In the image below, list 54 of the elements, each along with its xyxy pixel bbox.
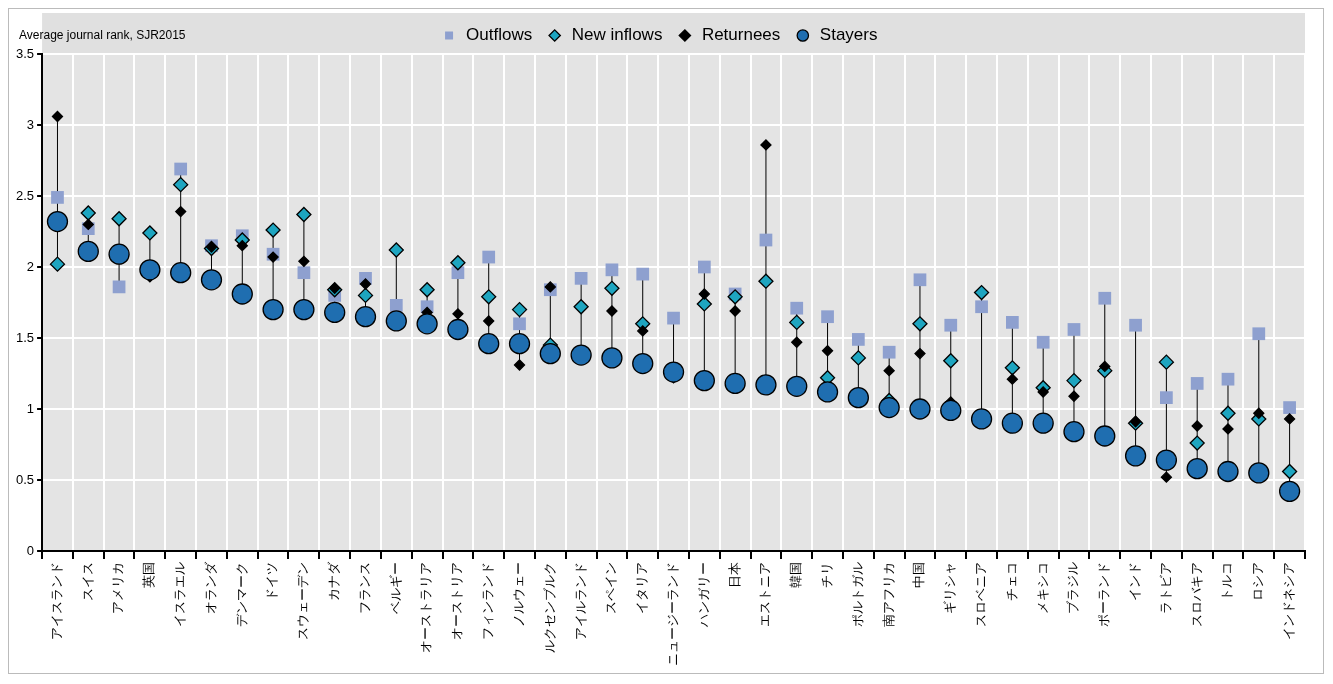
x-tick-label: イタリア	[634, 562, 650, 614]
x-tick-label: トルコ	[1219, 562, 1235, 601]
legend-label: New inflows	[571, 25, 663, 45]
x-tick-label: ギリシャ	[942, 562, 958, 614]
x-tick-label: アメリカ	[110, 562, 126, 614]
x-tick-label: インド	[1126, 562, 1142, 601]
x-tick-label: オーストラリア	[418, 562, 434, 653]
x-tick-label: ラトビア	[1157, 562, 1173, 614]
x-tick-label: チリ	[818, 562, 834, 588]
x-tick-label: フィンランド	[480, 562, 496, 640]
x-tick-label: ニュージーランド	[664, 562, 680, 666]
x-tick-label: チェコ	[1003, 562, 1019, 601]
x-tick-label: アイルランド	[572, 562, 588, 640]
legend-label: Outflows	[466, 25, 533, 45]
y-tick-label: 0.5	[15, 471, 35, 487]
x-tick-label: アイスランド	[48, 562, 64, 640]
x-tick-label: デンマーク	[233, 562, 249, 627]
y-axis-title: Average journal rank, SJR2015	[19, 28, 186, 43]
x-tick-label: 英国	[141, 562, 157, 588]
x-tick-label: 韓国	[788, 562, 804, 588]
x-tick-label: 南アフリカ	[880, 562, 896, 627]
x-tick-label: ルクセンブルク	[541, 562, 557, 653]
y-tick-label: 2	[26, 258, 35, 274]
x-tick-label: ハンガリー	[695, 562, 711, 628]
x-tick-label: ドイツ	[264, 562, 280, 601]
x-tick-label: イスラエル	[172, 562, 188, 627]
x-tick-label: カナダ	[326, 561, 342, 601]
x-tick-label: スウェーデン	[295, 562, 311, 640]
x-tick-label: ポルトガル	[849, 562, 865, 627]
y-tick-label: 1	[26, 400, 35, 416]
y-tick-label: 3.5	[15, 45, 35, 61]
x-tick-label: ポーランド	[1096, 562, 1112, 627]
x-tick-label: ロシア	[1250, 562, 1266, 601]
x-tick-label: オランダ	[202, 561, 218, 614]
x-tick-label: スロベニア	[972, 562, 988, 627]
x-tick-label: スペイン	[603, 562, 619, 614]
x-tick-label: インドネシア	[1280, 562, 1296, 640]
x-tick-label: スロバキア	[1188, 562, 1204, 627]
legend-label: Returnees	[701, 25, 781, 45]
x-tick-label: ベルギー	[387, 562, 403, 614]
y-tick-label: 0	[26, 542, 35, 558]
y-tick-label: 2.5	[15, 187, 35, 203]
x-tick-label: 中国	[911, 562, 927, 588]
x-tick-label: フランス	[356, 562, 372, 614]
x-tick-label: エストニア	[757, 562, 773, 627]
x-tick-label: メキシコ	[1034, 562, 1050, 614]
y-tick-label: 1.5	[15, 329, 35, 345]
x-tick-label: 日本	[726, 562, 742, 588]
x-tick-label: ノルウェー	[510, 562, 526, 627]
legend-label: Stayers	[819, 25, 878, 45]
x-tick-label: ブラジル	[1065, 562, 1081, 614]
y-tick-label: 3	[26, 116, 35, 132]
x-tick-label: オーストリア	[449, 562, 465, 640]
x-tick-label: スイス	[79, 562, 95, 601]
